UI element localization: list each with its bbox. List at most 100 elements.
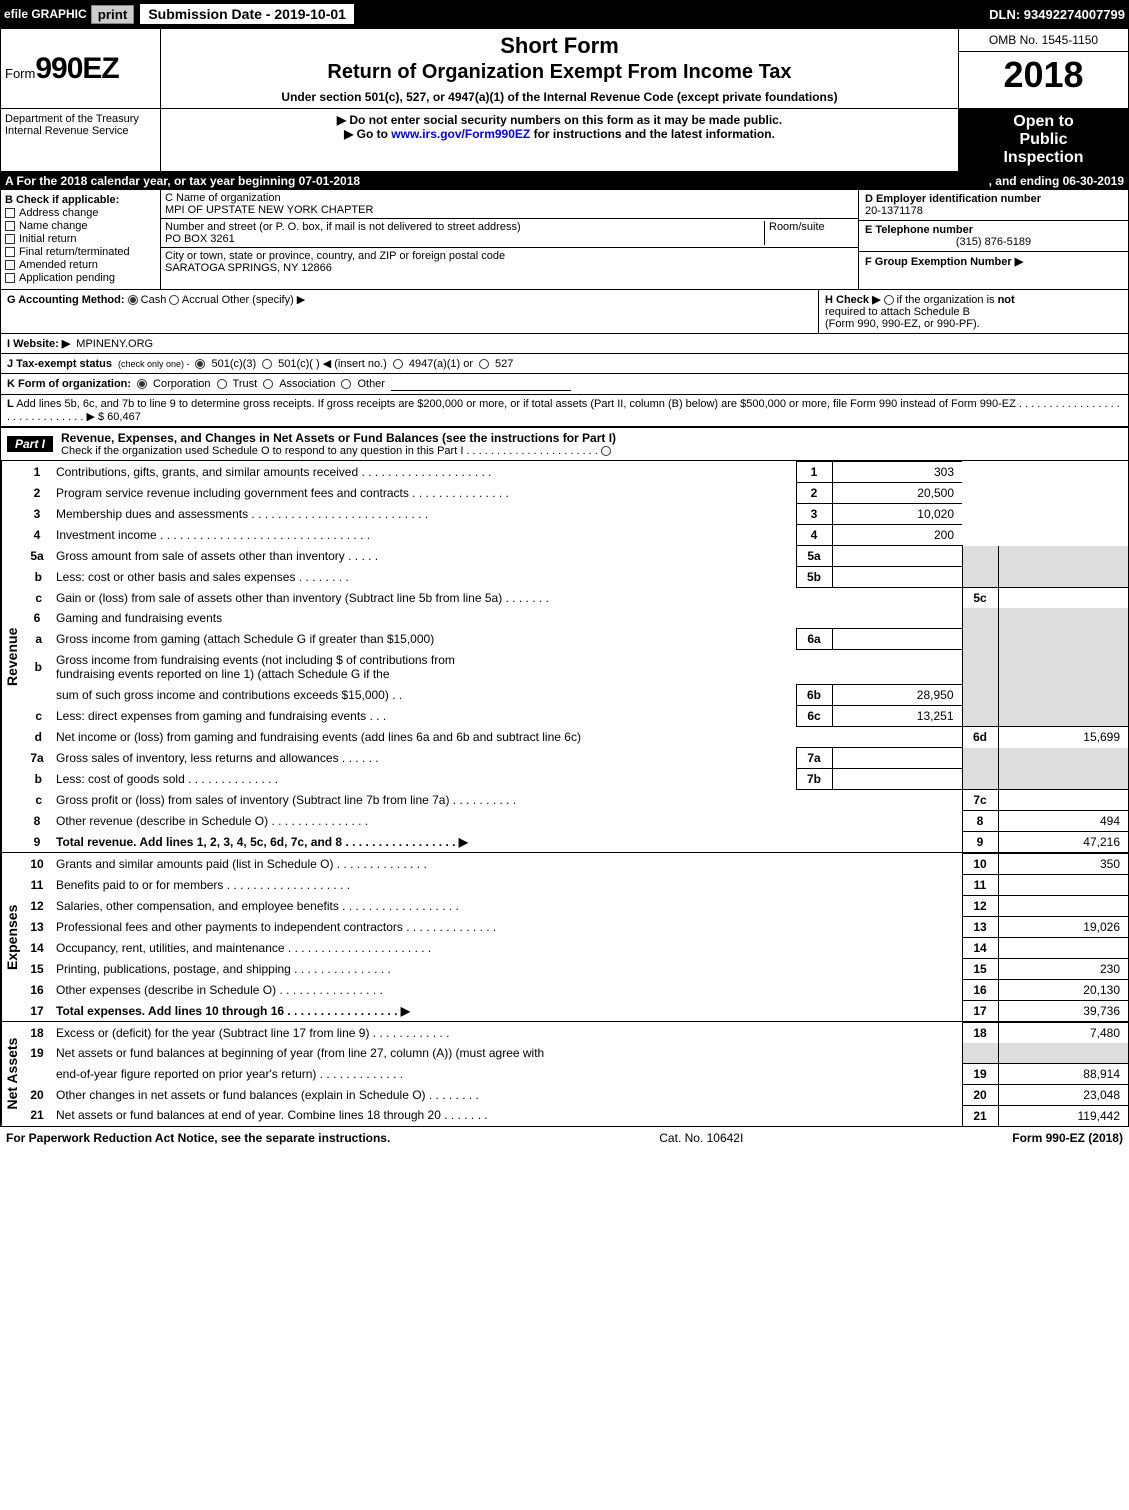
radio-corp-icon[interactable] [137,379,147,389]
line-text: Other revenue (describe in Schedule O) .… [52,811,962,832]
addr-label: Number and street (or P. O. box, if mail… [165,221,764,233]
grey-cell [962,685,998,706]
box-num: 12 [962,896,998,917]
inspection: Inspection [963,149,1124,167]
line-num: 11 [22,875,52,896]
cb-name-change[interactable]: Name change [5,220,156,232]
h-label: H Check ▶ [825,294,881,306]
top-bar: efile GRAPHIC print Submission Date - 20… [0,0,1129,28]
grey-cell [998,748,1128,769]
net-assets-section: Net Assets 18Excess or (deficit) for the… [1,1022,1128,1126]
page-footer: For Paperwork Reduction Act Notice, see … [0,1127,1129,1149]
open-to: Open to [963,113,1124,131]
line-num: d [22,727,52,748]
box-val: 39,736 [998,1001,1128,1022]
line-num: 2 [22,483,52,504]
cb-amended-return[interactable]: Amended return [5,259,156,271]
grey-cell [998,608,1128,629]
city-row: City or town, state or province, country… [161,248,858,276]
cb-label: Final return/terminated [19,246,130,258]
k-label: K Form of organization: [7,378,131,390]
expenses-label: Expenses [1,853,22,1021]
grey-cell [998,769,1128,790]
irs-link[interactable]: www.irs.gov/Form990EZ [391,127,530,141]
cb-address-change[interactable]: Address change [5,207,156,219]
address-row: Number and street (or P. O. box, if mail… [161,219,858,248]
dept-row: Department of the Treasury Internal Reve… [1,109,1128,172]
room-suite: Room/suite [764,221,854,245]
box-num: 19 [962,1063,998,1084]
cb-label: Amended return [19,259,98,271]
radio-accrual-icon[interactable] [169,295,179,305]
line-num: 15 [22,959,52,980]
box-num: 18 [962,1023,998,1044]
box-val [998,938,1128,959]
c-label: C Name of organization [165,192,854,204]
box-val: 23,048 [998,1084,1128,1105]
radio-501c-icon[interactable] [262,359,272,369]
box-val: 200 [832,525,962,546]
box-num: 1 [796,462,832,483]
city-value: SARATOGA SPRINGS, NY 12866 [165,262,854,274]
form-frame: Form990EZ Short Form Return of Organizat… [0,28,1129,1127]
mini-box-val [832,567,962,588]
line-num: 12 [22,896,52,917]
grey-cell [998,567,1128,588]
box-num: 6d [962,727,998,748]
cb-label: Initial return [19,233,76,245]
mini-box-num: 6c [796,706,832,727]
box-num: 4 [796,525,832,546]
radio-4947-icon[interactable] [393,359,403,369]
cb-application-pending[interactable]: Application pending [5,272,156,284]
row-a-right: , and ending 06-30-2019 [989,174,1124,188]
city-label: City or town, state or province, country… [165,250,854,262]
print-button[interactable]: print [91,5,135,24]
row-i: I Website: ▶ MPINENY.ORG [1,334,1128,354]
row-gh: G Accounting Method: Cash Accrual Other … [1,290,1128,334]
box-num: 17 [962,1001,998,1022]
opt-501c: 501(c)( ) ◀ (insert no.) [278,357,387,370]
line-num: 10 [22,854,52,875]
radio-cash-icon[interactable] [128,295,138,305]
line-num: 17 [22,1001,52,1022]
line-num: 3 [22,504,52,525]
submission-date-button[interactable]: Submission Date - 2019-10-01 [138,2,356,26]
line-text: Less: direct expenses from gaming and fu… [56,709,386,723]
radio-trust-icon[interactable] [217,379,227,389]
line-num: 6 [22,608,52,629]
box-val [998,588,1128,609]
box-num: 20 [962,1084,998,1105]
h-text1: if the organization is [897,294,998,306]
cb-label: Address change [19,207,99,219]
radio-assoc-icon[interactable] [263,379,273,389]
radio-527-icon[interactable] [479,359,489,369]
cb-initial-return[interactable]: Initial return [5,233,156,245]
col-c: C Name of organization MPI OF UPSTATE NE… [161,190,858,289]
box-val: 119,442 [998,1105,1128,1126]
line-num: 16 [22,980,52,1001]
open-public-block: Open to Public Inspection [958,109,1128,171]
radio-other-icon[interactable] [341,379,351,389]
h-not: not [998,294,1015,306]
box-num: 15 [962,959,998,980]
net-assets-table: 18Excess or (deficit) for the year (Subt… [22,1022,1128,1126]
line-text: Membership dues and assessments . . . . … [52,504,796,525]
radio-h-icon[interactable] [884,295,894,305]
line-text: Benefits paid to or for members . . . . … [52,875,962,896]
k-other-input[interactable] [391,377,571,391]
row-g: G Accounting Method: Cash Accrual Other … [1,290,818,333]
part1-checkbox-icon[interactable] [601,446,611,456]
checkbox-icon [5,208,15,218]
box-num: 13 [962,917,998,938]
j-label: J Tax-exempt status [7,358,112,370]
cash-label: Cash [141,294,167,306]
opt-assoc: Association [279,378,335,390]
line-text: of contributions from [346,653,455,667]
grey-cell [962,629,998,650]
line-text: Gross amount from sale of assets other t… [56,549,378,563]
line-text: Program service revenue including govern… [52,483,796,504]
radio-501c3-icon[interactable] [195,359,205,369]
row-h: H Check ▶ if the organization is not req… [818,290,1128,333]
row-l: L Add lines 5b, 6c, and 7b to line 9 to … [1,395,1128,427]
cb-final-return[interactable]: Final return/terminated [5,246,156,258]
